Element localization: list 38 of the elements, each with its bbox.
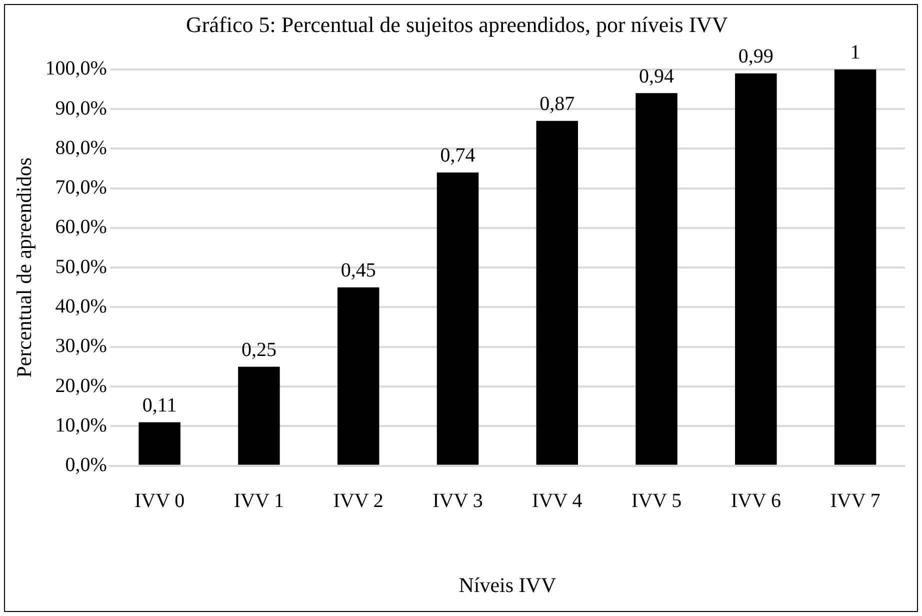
bar	[337, 287, 380, 465]
y-tick-label: 20,0%	[55, 374, 107, 397]
bar	[536, 120, 578, 465]
bar	[238, 366, 280, 465]
bar	[636, 93, 678, 465]
bar	[138, 422, 180, 465]
x-tick-label: IVV 2	[333, 490, 384, 512]
y-tick-label: 100,0%	[45, 58, 107, 80]
bar	[436, 172, 479, 465]
chart-title: Gráfico 5: Percentual de sujeitos apreendidos, por níveis IVV	[186, 12, 728, 37]
y-tick-label: 70,0%	[55, 176, 107, 199]
data-label: 0,74	[440, 144, 476, 167]
data-label: 0,94	[639, 65, 674, 88]
bar	[735, 73, 777, 465]
x-tick-label: IVV 1	[234, 490, 284, 512]
bar	[834, 69, 876, 465]
data-label: 1	[850, 42, 860, 64]
x-tick-label: IVV 5	[631, 490, 682, 512]
x-tick-label: IVV 4	[532, 490, 582, 512]
x-tick-label: IVV 6	[730, 490, 782, 512]
y-tick-label: 10,0%	[55, 414, 107, 436]
y-tick-label: 90,0%	[55, 97, 107, 120]
y-tick-label: 0,0%	[65, 454, 107, 476]
y-tick-label: 60,0%	[55, 216, 107, 238]
y-tick-label: 30,0%	[55, 335, 107, 358]
x-tick-label: IVV 7	[830, 490, 880, 512]
data-label: 0,11	[142, 394, 177, 416]
y-tick-label: 50,0%	[55, 256, 107, 278]
y-tick-label: 40,0%	[55, 295, 107, 318]
data-label: 0,25	[241, 338, 276, 361]
data-label: 0,87	[540, 93, 575, 116]
x-tick-label: IVV 0	[134, 490, 185, 512]
x-tick-label: IVV 3	[432, 490, 483, 512]
data-label: 0,45	[340, 260, 376, 282]
data-label: 0,99	[738, 46, 774, 68]
y-tick-label: 80,0%	[55, 136, 107, 159]
x-axis-title: Níveis IVV	[458, 572, 556, 597]
y-axis-title: Percentual de apreendidos	[12, 157, 36, 378]
